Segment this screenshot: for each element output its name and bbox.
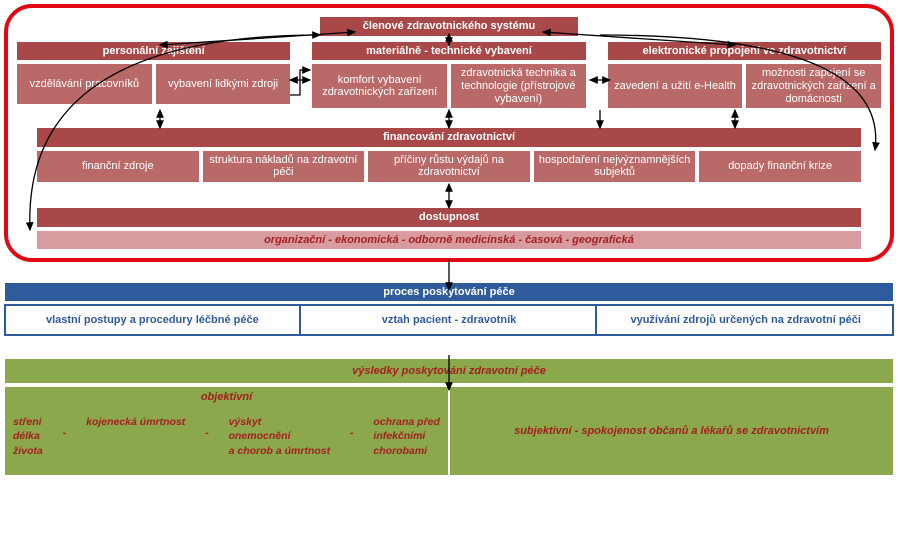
group-material-sub-0: komfort vybavení zdravotnických zařízení [311, 63, 448, 109]
objective-columns: střeni délka života - kojenecká úmrtnost… [13, 415, 440, 459]
group-electronic-sub-1: možnosti zapojení se zdravotnických zaří… [745, 63, 882, 109]
three-groups: personální zajištění vzdělávání pracovní… [16, 41, 882, 110]
financing-row: finanční zdroje struktura nákladů na zdr… [36, 150, 862, 183]
process-item-1: vztah pacient - zdravotník [303, 306, 598, 334]
fin-item-4: dopady finanční krize [698, 150, 862, 183]
process-item-0: vlastní postupy a procedury léčbné péče [6, 306, 301, 334]
top-title: členové zdravotnického systému [319, 16, 579, 37]
group-material-title: materiálně - technické vybavení [311, 41, 586, 62]
group-electronic-sub-0: zavedení a užití e-Health [607, 63, 744, 109]
results-subjective: subjektivní - spokojenost občanů a lékař… [450, 387, 893, 475]
group-personnel: personální zajištění vzdělávání pracovní… [16, 41, 291, 110]
obj-sep3: - [346, 415, 358, 459]
group-personnel-sub-0: vzdělávání pracovníků [16, 63, 153, 105]
objective-title: objektivní [13, 391, 440, 403]
financing-title: financování zdravotnictví [36, 127, 862, 148]
obj-sep1: - [59, 415, 71, 459]
red-frame: členové zdravotnického systému personáln… [4, 4, 894, 262]
fin-item-2: příčiny růstu výdajů na zdravotnictví [367, 150, 531, 183]
results-title: výsledky poskytování zdravotní péče [4, 358, 894, 384]
group-electronic: elektronické propojení ve zdravotnictví … [607, 41, 882, 110]
obj-sep2: - [201, 415, 213, 459]
results-objective: objektivní střeni délka života - kojenec… [5, 387, 450, 475]
obj-col4: ochrana před infekčními chorobami [373, 415, 440, 459]
fin-item-1: struktura nákladů na zdravotní péči [202, 150, 366, 183]
dostupnost-sub: organizační - ekonomická - odborně medic… [36, 230, 862, 250]
dostupnost-title: dostupnost [36, 207, 862, 228]
obj-col1: střeni délka života [13, 415, 43, 459]
group-material-sub-1: zdravotnická technika a technologie (pří… [450, 63, 587, 109]
process-title: proces poskytování péče [4, 282, 894, 302]
group-material: materiálně - technické vybavení komfort … [311, 41, 586, 110]
results-body: objektivní střeni délka života - kojenec… [4, 386, 894, 476]
group-personnel-sub-1: vybavení lidkými zdroji [155, 63, 292, 105]
process-item-2: využívání zdrojů určených na zdravotní p… [599, 306, 892, 334]
group-personnel-title: personální zajištění [16, 41, 291, 62]
obj-col3: výskyt onemocnění a chorob a úmrtnost [229, 415, 331, 459]
group-electronic-title: elektronické propojení ve zdravotnictví [607, 41, 882, 62]
obj-col2: kojenecká úmrtnost [86, 415, 185, 459]
fin-item-0: finanční zdroje [36, 150, 200, 183]
process-row: vlastní postupy a procedury léčbné péče … [4, 304, 894, 336]
fin-item-3: hospodaření nejvýznamnějších subjektů [533, 150, 697, 183]
